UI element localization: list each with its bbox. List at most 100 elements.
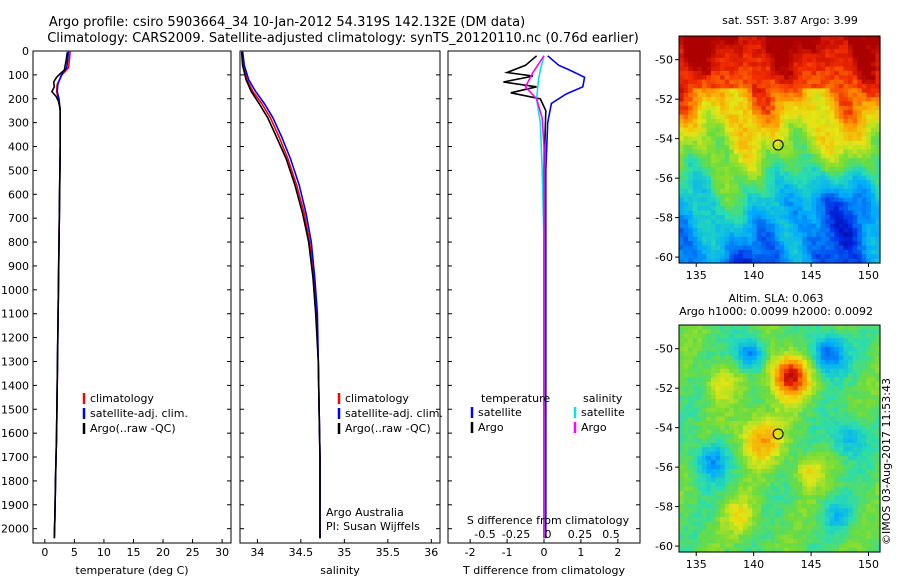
map-cell xyxy=(802,110,808,116)
map-cell xyxy=(738,258,744,264)
map-cell xyxy=(761,57,767,63)
map-cell xyxy=(688,171,694,177)
map-cell xyxy=(706,386,712,392)
map-cell xyxy=(710,329,717,335)
map-cell xyxy=(806,338,813,344)
map-cell xyxy=(733,118,739,124)
map-cell xyxy=(838,477,845,483)
map-cell xyxy=(861,188,867,194)
map-cell xyxy=(683,92,689,98)
map-cell xyxy=(866,373,872,378)
map-cell xyxy=(866,377,872,383)
map-cell xyxy=(793,438,799,444)
map-cell xyxy=(683,368,689,374)
map-cell xyxy=(710,499,717,505)
map-cell xyxy=(834,162,840,168)
map-cell xyxy=(756,386,762,392)
map-cell xyxy=(848,333,854,339)
map-cell xyxy=(692,329,698,335)
map-cell xyxy=(784,53,790,59)
map-cell xyxy=(857,351,863,357)
map-cell xyxy=(720,512,726,518)
map-cell xyxy=(788,451,794,457)
map-cell xyxy=(820,517,826,523)
map-cell xyxy=(720,534,726,540)
map-cell xyxy=(866,543,872,549)
map-cell xyxy=(838,241,845,247)
map-cell xyxy=(852,434,858,440)
map-cell xyxy=(788,184,794,190)
map-cell xyxy=(797,193,803,199)
map-cell xyxy=(825,84,831,89)
map-cell xyxy=(729,123,735,129)
map-cell xyxy=(692,153,698,159)
map-cell xyxy=(715,75,721,81)
map-cell xyxy=(720,162,726,168)
map-cell xyxy=(793,503,799,509)
map-cell xyxy=(720,425,726,431)
map-cell xyxy=(829,429,835,435)
map-cell xyxy=(779,399,785,405)
map-cell xyxy=(770,127,776,133)
map-cell xyxy=(816,530,822,536)
map-cell xyxy=(747,40,753,46)
map-cell xyxy=(747,329,753,335)
map-cell xyxy=(733,201,739,207)
map-cell xyxy=(729,442,735,448)
map-cell xyxy=(857,62,863,68)
map-cell xyxy=(806,530,813,536)
map-cell xyxy=(701,495,708,501)
map-cell xyxy=(811,53,817,59)
map-cell xyxy=(706,425,712,431)
map-cell xyxy=(825,447,831,453)
map-cell xyxy=(761,503,767,509)
map-cell xyxy=(747,377,753,383)
map-cell xyxy=(701,53,708,59)
map-cell xyxy=(797,258,803,264)
map-cell xyxy=(861,114,867,120)
map-cell xyxy=(761,149,767,155)
map-cell xyxy=(825,521,831,527)
map-cell xyxy=(710,132,717,138)
map-cell xyxy=(829,543,835,549)
map-cell xyxy=(738,88,744,94)
map-cell xyxy=(848,517,854,523)
map-y-tick-label: -60 xyxy=(655,540,673,553)
map-cell xyxy=(756,368,762,374)
map-cell xyxy=(747,110,753,116)
map-cell xyxy=(761,184,767,190)
map-cell xyxy=(738,206,744,212)
map-cell xyxy=(701,451,708,457)
map-cell xyxy=(852,447,858,453)
map-cell xyxy=(811,188,817,194)
map-cell xyxy=(742,377,749,383)
map-cell xyxy=(784,364,790,370)
map-cell xyxy=(697,394,703,400)
map-cell xyxy=(793,171,799,177)
map-cell xyxy=(752,538,758,544)
map-cell xyxy=(848,49,854,55)
map-cell xyxy=(788,171,794,177)
map-cell xyxy=(820,508,826,514)
map-cell xyxy=(720,333,726,339)
map-cell xyxy=(706,377,712,383)
map-cell xyxy=(820,386,826,392)
map-cell xyxy=(875,503,881,509)
map-cell xyxy=(848,538,854,544)
map-cell xyxy=(829,193,835,199)
map-cell xyxy=(770,105,776,111)
map-cell xyxy=(802,547,808,553)
map-cell xyxy=(765,342,771,348)
map-cell xyxy=(774,228,781,234)
map-cell xyxy=(870,412,877,418)
map-cell xyxy=(724,97,730,103)
map-cell xyxy=(806,482,813,488)
map-cell xyxy=(697,381,703,387)
map-cell xyxy=(756,394,762,400)
map-cell xyxy=(774,394,781,400)
map-cell xyxy=(706,241,712,247)
map-cell xyxy=(765,66,771,72)
map-cell xyxy=(806,451,813,457)
map-cell xyxy=(679,70,685,76)
map-cell xyxy=(866,403,872,409)
